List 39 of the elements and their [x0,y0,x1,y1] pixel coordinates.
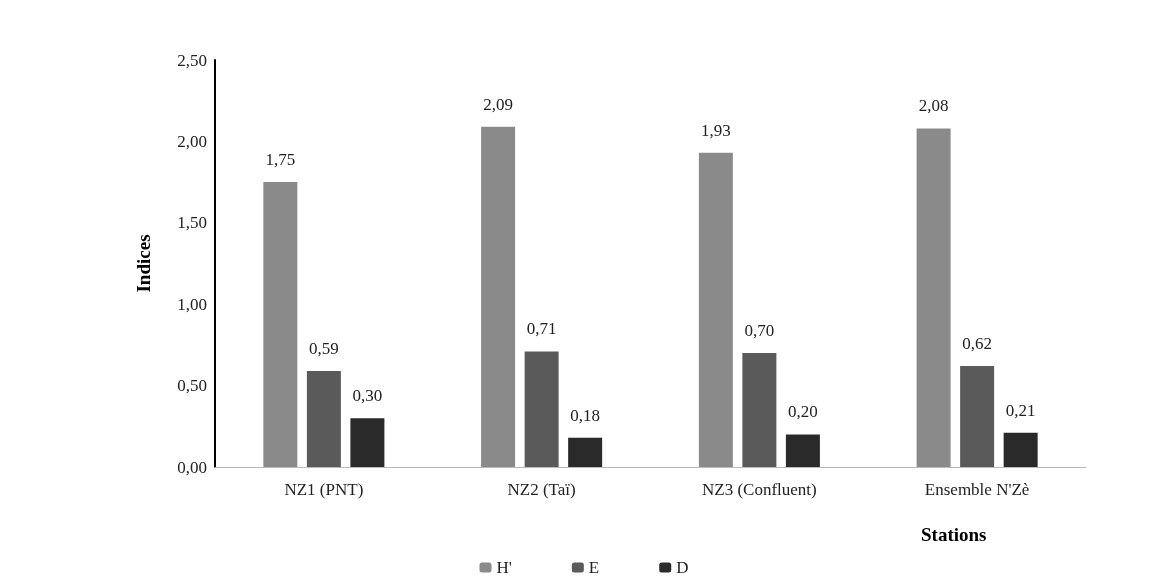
x-tick-label: NZ2 (Taï) [507,480,576,499]
bar [568,437,603,467]
data-label: 2,08 [918,96,949,116]
x-tick-label: Ensemble N'Zè [924,480,1030,499]
y-tick-label: 2,00 [177,131,207,151]
legend-label: E [588,558,600,577]
data-label: 0,70 [744,321,775,341]
y-tick-label: 0,00 [177,457,207,477]
bar [263,182,298,467]
data-label: 0,21 [1005,400,1036,420]
bar [916,128,951,467]
data-label: 1,75 [265,150,296,170]
legend-label: H' [496,558,512,577]
bar [524,351,559,467]
data-label: 0,71 [526,319,557,339]
bar [698,152,733,467]
bar [785,434,820,467]
data-label: 1,93 [700,120,731,140]
y-tick-label: 1,00 [177,294,207,314]
x-tick-label: NZ1 (PNT) [284,480,364,499]
y-tick-label: 1,50 [177,213,207,233]
data-label: 2,09 [483,94,513,114]
legend-label: D [676,558,689,577]
data-label: 0,20 [788,402,818,422]
data-label: 0,59 [309,338,339,358]
data-label: 0,62 [962,334,992,354]
y-tick-label: 2,50 [177,50,207,70]
x-axis-title: Stations [921,524,987,545]
data-label: 0,30 [352,386,383,406]
bar [350,418,385,467]
y-tick-label: 0,50 [177,376,207,396]
bar [1003,432,1038,467]
data-label: 0,18 [570,405,601,425]
bar [960,366,995,467]
bar [742,353,777,467]
y-axis-title: Indices [133,234,154,293]
bar [306,370,341,467]
x-tick-label: NZ3 (Confluent) [702,480,817,499]
bar [481,126,516,467]
